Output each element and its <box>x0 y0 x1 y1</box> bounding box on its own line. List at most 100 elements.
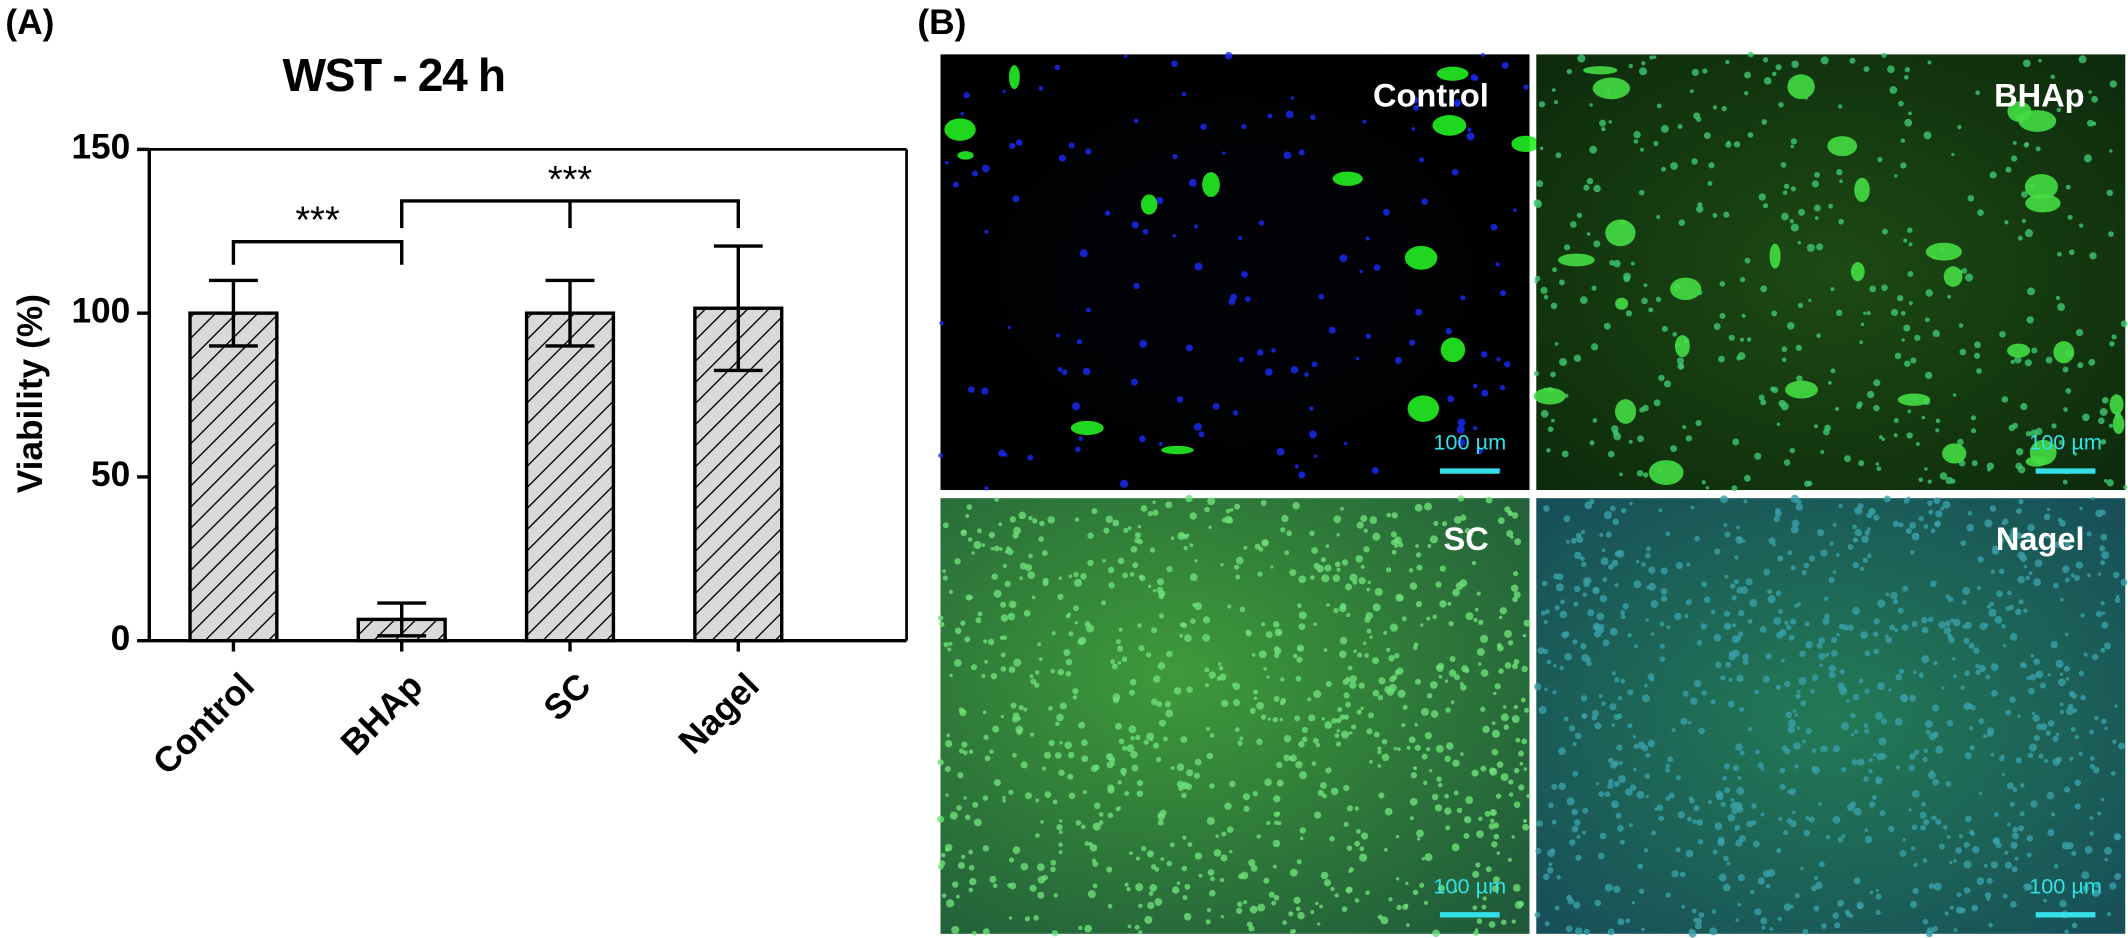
cell <box>1180 736 1188 744</box>
cell <box>1762 57 1769 63</box>
cell <box>1893 433 1898 438</box>
cell <box>1737 775 1742 781</box>
cell <box>1945 594 1950 599</box>
cell <box>1048 739 1055 747</box>
cell <box>1640 147 1644 152</box>
cell <box>981 543 986 547</box>
cell <box>1863 723 1869 729</box>
cell <box>1092 883 1098 889</box>
cell <box>1928 883 1935 890</box>
cell <box>1668 792 1675 799</box>
cell <box>1838 503 1843 508</box>
cell <box>1827 136 1858 157</box>
cell <box>1541 580 1548 587</box>
cell <box>1360 706 1364 711</box>
cell <box>1671 728 1676 733</box>
cell <box>1574 732 1582 740</box>
cell <box>1521 738 1528 745</box>
cell <box>1598 693 1603 699</box>
cell <box>2033 734 2040 742</box>
cell <box>1761 119 1768 125</box>
cell <box>2010 155 2018 162</box>
cell <box>1985 674 1991 680</box>
micrograph-image <box>940 498 1530 934</box>
cell <box>1511 715 1520 723</box>
cell <box>1144 915 1153 924</box>
cell <box>1478 662 1482 666</box>
cell <box>1057 668 1065 676</box>
cell <box>1837 104 1843 109</box>
cell <box>1415 308 1423 316</box>
cell <box>1990 569 1995 574</box>
x-tick-label: SC <box>536 666 598 728</box>
cell <box>1890 591 1898 600</box>
cell <box>1675 561 1684 570</box>
cell <box>2109 882 2117 890</box>
cell <box>1565 925 1573 933</box>
cell <box>1132 562 1139 569</box>
cell <box>1331 718 1337 724</box>
cell <box>1818 861 1825 868</box>
cell <box>1911 824 1918 831</box>
cell <box>2094 715 2099 721</box>
cell <box>1896 765 1901 770</box>
cell <box>1497 517 1505 525</box>
cell <box>1356 521 1364 529</box>
cell <box>2089 729 2094 735</box>
cell <box>1456 425 1465 434</box>
cell <box>1555 583 1564 592</box>
cell <box>1517 900 1525 907</box>
cell <box>960 620 966 626</box>
cell <box>1194 224 1199 229</box>
cell <box>1130 545 1138 553</box>
cell <box>992 883 998 889</box>
cell <box>1983 733 1988 739</box>
cell <box>1273 695 1280 702</box>
cell <box>1847 544 1854 550</box>
cell <box>1377 764 1382 768</box>
cell <box>1343 692 1350 699</box>
scale-bar-label: 100 µm <box>2029 430 2102 455</box>
cell <box>2028 743 2037 752</box>
cell <box>1858 678 1864 684</box>
cell <box>1219 877 1225 883</box>
cell <box>1583 66 1618 75</box>
cell <box>1357 652 1363 658</box>
cell <box>1894 717 1903 726</box>
cell <box>1112 519 1120 527</box>
cell <box>1845 698 1850 703</box>
cell <box>1008 789 1014 795</box>
cell <box>1862 557 1869 564</box>
cell <box>1728 334 1735 341</box>
cell <box>1789 904 1794 909</box>
cell <box>1508 792 1514 797</box>
cell <box>1280 527 1286 533</box>
cell <box>1040 820 1044 824</box>
cell <box>1313 690 1322 699</box>
cell <box>949 811 958 820</box>
cell <box>1493 691 1497 696</box>
cell <box>1044 751 1052 759</box>
cell <box>1728 651 1736 658</box>
cell <box>1722 883 1731 892</box>
cell <box>1686 562 1691 567</box>
cell <box>2100 560 2106 566</box>
cell <box>1724 574 1729 579</box>
cell <box>1850 262 1865 282</box>
cell <box>1078 436 1083 441</box>
cell <box>1252 790 1258 797</box>
cell <box>967 537 973 542</box>
cell <box>1697 838 1704 845</box>
cell <box>1395 539 1400 544</box>
cell <box>1444 755 1451 763</box>
cell <box>1835 406 1840 412</box>
cell <box>1198 431 1205 438</box>
cell <box>1147 510 1153 517</box>
cell <box>1895 673 1903 681</box>
cell <box>1286 530 1292 537</box>
cell <box>1405 881 1409 886</box>
cell <box>1779 629 1787 637</box>
cell <box>1133 282 1140 290</box>
cell <box>1289 929 1296 935</box>
